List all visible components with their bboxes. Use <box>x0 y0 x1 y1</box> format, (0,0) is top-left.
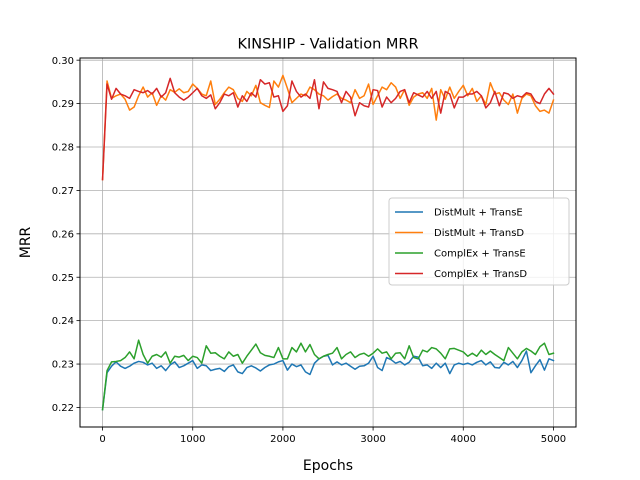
chart-title: KINSHIP - Validation MRR <box>237 37 418 53</box>
y-tick-label: 0.25 <box>52 273 74 284</box>
y-tick-label: 0.29 <box>52 99 74 110</box>
series-line-1 <box>101 350 555 411</box>
x-axis-label: Epochs <box>303 458 353 474</box>
series-line-2 <box>101 74 555 181</box>
legend: DistMult + TransE DistMult + TransD ComplE… <box>388 197 570 286</box>
x-tick-label: 1000 <box>180 434 205 445</box>
y-tick-label: 0.28 <box>52 143 74 154</box>
legend-box <box>388 197 570 286</box>
series-line-4 <box>101 77 555 181</box>
x-tick-label: 3000 <box>360 434 385 445</box>
series-lines <box>101 74 555 411</box>
y-tick-label: 0.30 <box>52 56 74 67</box>
x-tick-label: 4000 <box>451 434 476 445</box>
y-tick-label: 0.26 <box>52 229 74 240</box>
x-tick-label: 2000 <box>270 434 295 445</box>
legend-label: DistMult + TransD <box>434 228 524 239</box>
y-tick-label: 0.24 <box>52 316 74 327</box>
legend-label: ComplEx + TransE <box>434 249 526 260</box>
y-tick-label: 0.27 <box>52 186 74 197</box>
x-tick-label: 5000 <box>541 434 566 445</box>
legend-label: ComplEx + TransD <box>434 269 527 280</box>
y-axis-label: MRR <box>18 226 34 258</box>
y-tick-label: 0.23 <box>52 360 74 371</box>
legend-label: DistMult + TransE <box>434 208 523 219</box>
x-tick-label: 0 <box>99 434 105 445</box>
ticks: 0 1000 2000 3000 4000 5000 0.22 0.23 0.24 0.25 0.2… <box>52 56 566 445</box>
y-tick-label: 0.22 <box>52 403 74 414</box>
series-line-3 <box>101 339 555 411</box>
axes-frame <box>79 57 577 428</box>
